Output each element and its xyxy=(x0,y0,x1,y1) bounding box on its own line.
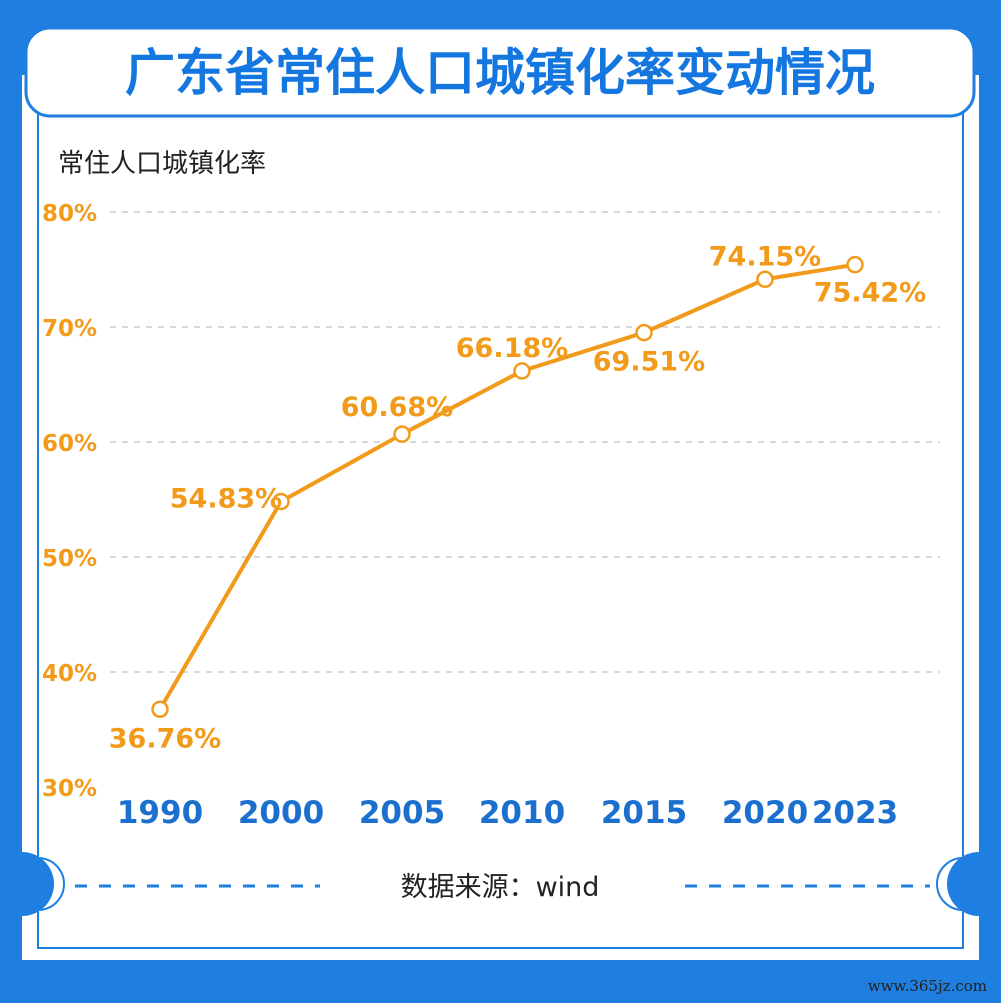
data-point xyxy=(846,255,864,274)
data-label: 36.76% xyxy=(109,723,221,754)
data-label: 75.42% xyxy=(814,278,926,309)
chart-title: 广东省常住人口城镇化率变动情况 xyxy=(125,44,875,102)
data-point xyxy=(513,362,531,380)
data-point xyxy=(635,323,653,342)
data-point xyxy=(272,492,290,511)
y-tick-label: 60% xyxy=(42,431,97,457)
data-point xyxy=(393,425,411,443)
y-tick-label: 50% xyxy=(42,546,97,572)
data-label: 60.68% xyxy=(341,392,453,423)
title-banner xyxy=(24,26,976,118)
source-note: 数据来源：wind xyxy=(401,872,600,903)
data-labels: 36.76% 54.83% 60.68%66.18% 69.51% 74.15% 75.4… xyxy=(109,241,926,754)
x-tick-label: 2023 xyxy=(812,795,898,831)
x-tick-label: 2010 xyxy=(479,795,565,831)
x-tick-label: 2020 xyxy=(722,795,808,831)
y-tick-label: 40% xyxy=(42,661,97,687)
y-tick-label: 30% xyxy=(42,776,97,802)
x-tick-label: 2015 xyxy=(601,795,687,831)
data-label: 74.15% xyxy=(709,241,821,272)
data-points xyxy=(151,255,864,719)
x-tick-label: 2000 xyxy=(238,795,324,831)
data-label: 54.83% xyxy=(170,483,282,514)
data-label: 69.51% xyxy=(593,347,705,378)
x-tick-label: 1990 xyxy=(117,795,203,831)
data-point xyxy=(151,700,169,719)
inner-frame xyxy=(37,111,964,949)
y-tick-label: 80% xyxy=(42,201,97,227)
data-point xyxy=(756,270,774,289)
data-label: 66.18% xyxy=(456,333,568,364)
content-panel xyxy=(22,75,979,960)
watermark: www.365jz.com xyxy=(867,977,987,995)
y-tick-labels: 30% 40% 50% 60% 70% 80% xyxy=(42,201,97,802)
y-axis-label: 常住人口城镇化率 xyxy=(58,149,266,179)
y-tick-label: 70% xyxy=(42,316,97,342)
x-tick-label: 2005 xyxy=(359,795,445,831)
x-tick-labels: 1990 2000 2005 2010 2015 2020 2023 xyxy=(117,795,898,831)
